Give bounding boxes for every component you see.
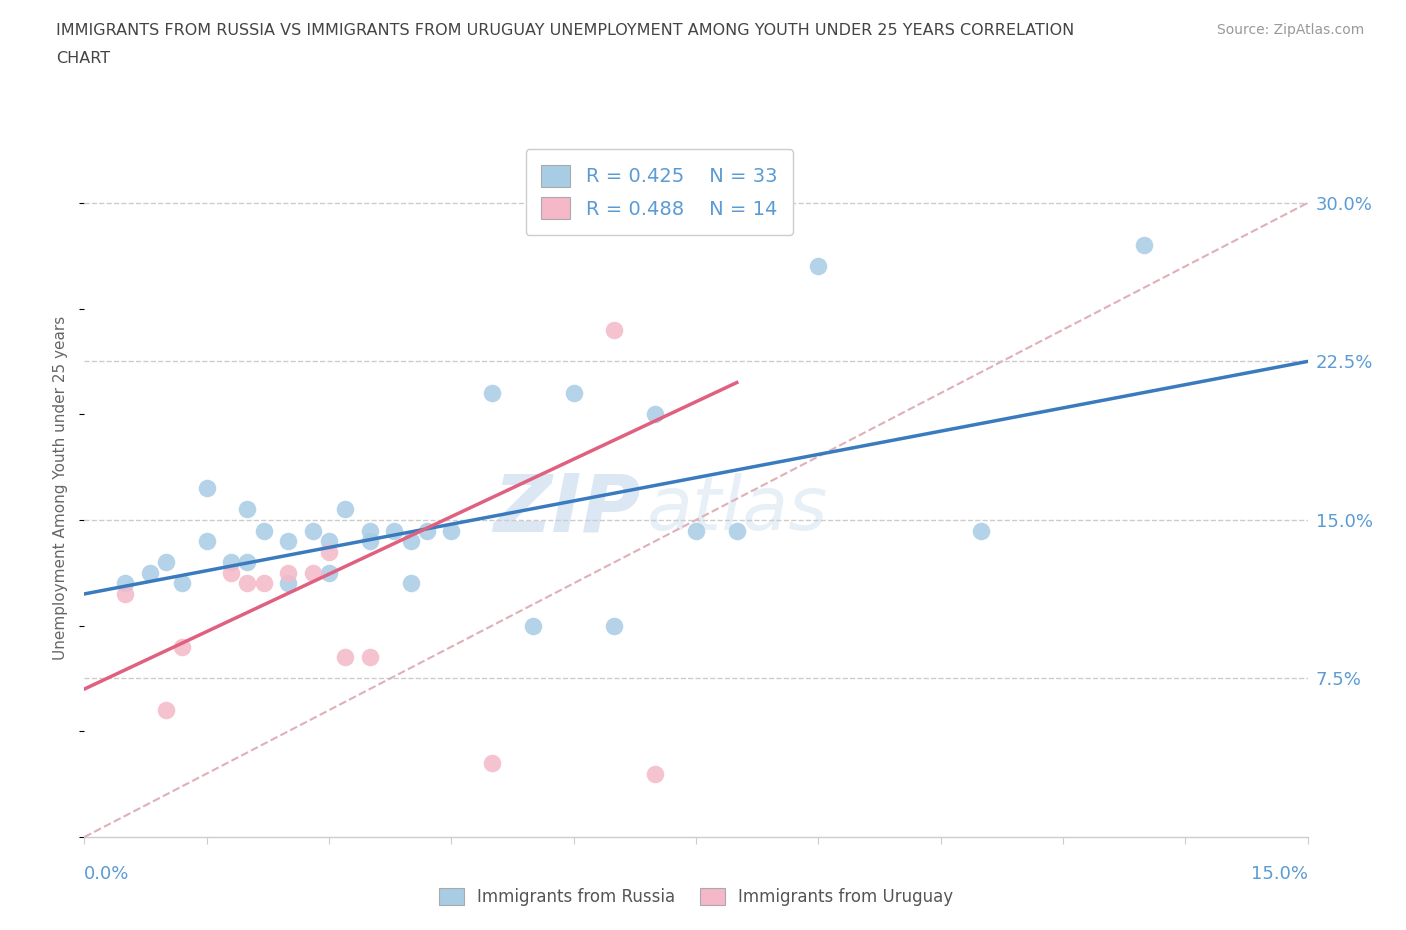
Point (301, 565, 323, 580)
Point (970, 523, 993, 538)
Text: 0.0%: 0.0% (84, 865, 129, 883)
Point (644, 766, 666, 781)
Point (335, 650, 357, 665)
Point (603, 323, 626, 338)
Point (138, 565, 160, 580)
Point (644, 406, 666, 421)
Point (236, 555, 259, 570)
Point (318, 565, 340, 580)
Point (318, 534, 340, 549)
Point (219, 555, 242, 570)
Point (335, 502, 357, 517)
Point (807, 259, 830, 273)
Text: IMMIGRANTS FROM RUSSIA VS IMMIGRANTS FROM URUGUAY UNEMPLOYMENT AMONG YOUTH UNDER: IMMIGRANTS FROM RUSSIA VS IMMIGRANTS FRO… (56, 23, 1074, 38)
Point (277, 534, 299, 549)
Point (301, 523, 323, 538)
Point (195, 481, 218, 496)
Point (114, 587, 136, 602)
Point (172, 576, 194, 591)
Point (236, 576, 259, 591)
Point (725, 523, 748, 538)
Point (481, 755, 503, 770)
Text: CHART: CHART (56, 51, 110, 66)
Text: Source: ZipAtlas.com: Source: ZipAtlas.com (1216, 23, 1364, 37)
Point (318, 544, 340, 559)
Point (359, 650, 381, 665)
Text: atlas: atlas (647, 473, 828, 545)
Point (603, 618, 626, 633)
Text: 15.0%: 15.0% (1250, 865, 1308, 883)
Point (195, 534, 218, 549)
Point (440, 523, 463, 538)
Point (382, 523, 405, 538)
Point (219, 565, 242, 580)
Point (155, 703, 177, 718)
Y-axis label: Unemployment Among Youth under 25 years: Unemployment Among Youth under 25 years (53, 316, 69, 660)
Point (522, 618, 544, 633)
Point (416, 523, 439, 538)
Legend: Immigrants from Russia, Immigrants from Uruguay: Immigrants from Russia, Immigrants from … (432, 881, 960, 912)
Point (562, 386, 585, 401)
Point (277, 565, 299, 580)
Point (359, 534, 381, 549)
Point (399, 576, 422, 591)
Point (155, 555, 177, 570)
Point (114, 576, 136, 591)
Point (277, 576, 299, 591)
Point (685, 523, 707, 538)
Point (172, 639, 194, 654)
Point (481, 386, 503, 401)
Point (1133, 238, 1156, 253)
Text: ZIP: ZIP (494, 471, 641, 548)
Point (399, 534, 422, 549)
Point (253, 576, 276, 591)
Point (359, 523, 381, 538)
Point (253, 523, 276, 538)
Point (236, 502, 259, 517)
